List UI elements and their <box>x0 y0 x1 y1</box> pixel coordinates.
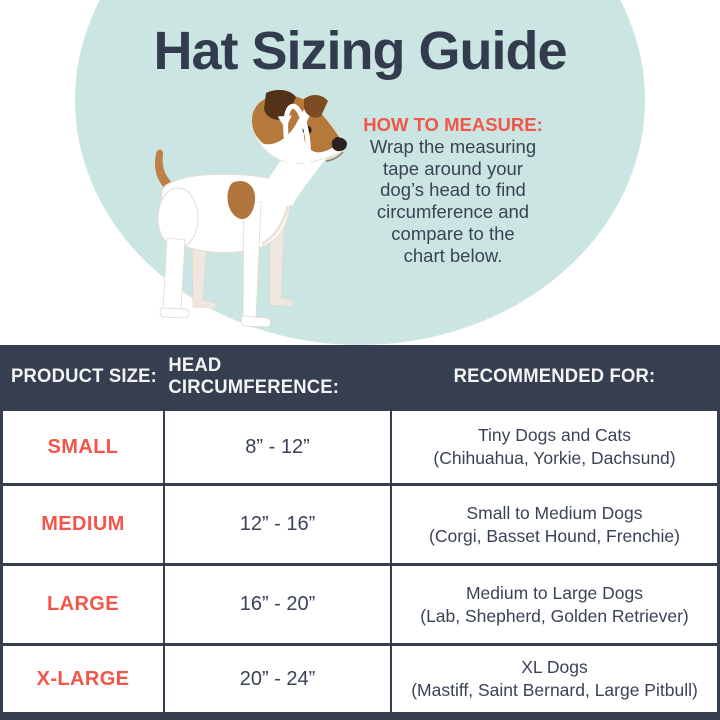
dog-near-hind-leg <box>162 237 186 310</box>
table-row: MEDIUM 12” - 16” Small to Medium Dogs (C… <box>3 483 717 563</box>
column-header-head-circumference: HEAD CIRCUMFERENCE: <box>168 354 340 398</box>
circumference-value: 8” - 12” <box>245 435 310 458</box>
measuring-tape-icon <box>277 103 311 175</box>
size-label: SMALL <box>47 435 119 458</box>
recommended-line: Small to Medium Dogs <box>466 502 643 523</box>
how-to-measure-line: Wrap the measuring <box>369 135 537 157</box>
dog-chest-shading <box>261 205 290 246</box>
size-label: MEDIUM <box>41 513 125 535</box>
column-header-recommended-for: RECOMMENDED FOR: <box>453 365 656 387</box>
how-to-measure-line: dog’s head to find <box>380 179 526 201</box>
how-to-measure-line: circumference and <box>376 201 530 223</box>
recommended-line: (Chihuahua, Yorkie, Dachsund) <box>433 448 676 468</box>
recommended-line: Tiny Dogs and Cats <box>477 425 632 445</box>
bottom-border-bar <box>0 712 720 720</box>
circumference-value: 20” - 24” <box>239 667 316 690</box>
recommended-line: (Corgi, Basset Hound, Frenchie) <box>429 525 680 546</box>
circumference-value: 12” - 16” <box>239 513 316 535</box>
dog-near-front-leg <box>242 201 262 319</box>
dog-far-ear <box>304 95 328 118</box>
page-title: Hat Sizing Guide <box>153 21 567 81</box>
size-label: LARGE <box>47 593 119 615</box>
recommended-line: Medium to Large Dogs <box>465 582 644 603</box>
size-chart-table: PRODUCT SIZE: HEAD CIRCUMFERENCE: RECOMM… <box>0 345 720 712</box>
table-row: X-LARGE 20” - 24” XL Dogs (Mastiff, Sain… <box>3 643 717 712</box>
how-to-measure-line: compare to the <box>391 222 515 244</box>
how-to-measure: HOW TO MEASURE: Wrap the measuring tape … <box>343 114 563 267</box>
recommended-line: XL Dogs <box>521 657 588 677</box>
table-row: SMALL 8” - 12” Tiny Dogs and Cats (Chihu… <box>3 408 717 483</box>
column-header-product-size: PRODUCT SIZE: <box>11 365 157 387</box>
how-to-measure-heading: HOW TO MEASURE: <box>363 114 543 135</box>
how-to-measure-line: chart below. <box>403 244 503 266</box>
dog-mouth <box>325 151 344 162</box>
dog-illustration <box>154 90 347 328</box>
dog-front-paw <box>240 315 272 328</box>
how-to-measure-line: tape around your <box>383 157 523 179</box>
dog-nose <box>331 137 347 152</box>
dog-back-patch <box>227 180 256 220</box>
dog-hind-paw <box>159 307 190 319</box>
circumference-value: 16” - 20” <box>239 593 316 615</box>
table-header-row: PRODUCT SIZE: HEAD CIRCUMFERENCE: RECOMM… <box>3 345 717 408</box>
recommended-line: (Lab, Shepherd, Golden Retriever) <box>420 605 689 626</box>
recommended-line: (Mastiff, Saint Bernard, Large Pitbull) <box>411 680 698 700</box>
size-label: X-LARGE <box>36 667 130 690</box>
table-row: LARGE 16” - 20” Medium to Large Dogs (La… <box>3 563 717 643</box>
dog-far-hind-leg <box>191 239 217 309</box>
dog-eye-patch <box>303 108 341 153</box>
